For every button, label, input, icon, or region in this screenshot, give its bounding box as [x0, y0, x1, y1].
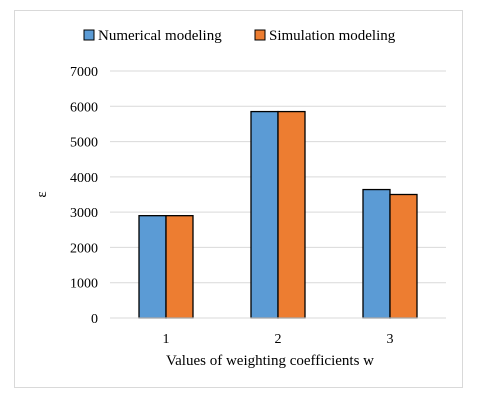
y-tick-label: 0 [91, 312, 98, 327]
bars [138, 110, 418, 319]
bar-simulation-2 [277, 110, 306, 319]
y-tick-label: 3000 [70, 206, 98, 221]
y-tick-labels: 0 1000 2000 3000 4000 5000 6000 7000 [70, 65, 98, 327]
bar-simulation-3 [389, 193, 418, 319]
y-tick-label: 5000 [70, 136, 98, 151]
y-tick-label: 7000 [70, 65, 98, 80]
y-axis-title: ε [34, 191, 50, 197]
bar-simulation-1 [165, 215, 194, 319]
legend-swatch-simulation [254, 29, 266, 41]
legend-label-numerical: Numerical modeling [98, 28, 222, 44]
legend-label-simulation: Simulation modeling [269, 28, 396, 44]
x-tick-labels: 1 2 3 [163, 332, 394, 347]
x-tick-label: 2 [275, 332, 282, 347]
bar-numerical-2 [250, 110, 279, 319]
x-axis-title: Values of weighting coefficients w [166, 353, 374, 369]
bar-numerical-3 [362, 188, 391, 319]
y-tick-label: 6000 [70, 100, 98, 115]
y-tick-label: 4000 [70, 171, 98, 186]
y-tick-label: 1000 [70, 277, 98, 292]
x-tick-label: 3 [387, 332, 394, 347]
legend: Numerical modeling Simulation modeling [83, 28, 396, 44]
x-tick-label: 1 [163, 332, 170, 347]
legend-swatch-numerical [83, 29, 95, 41]
bar-numerical-1 [138, 215, 167, 319]
y-tick-label: 2000 [70, 241, 98, 256]
